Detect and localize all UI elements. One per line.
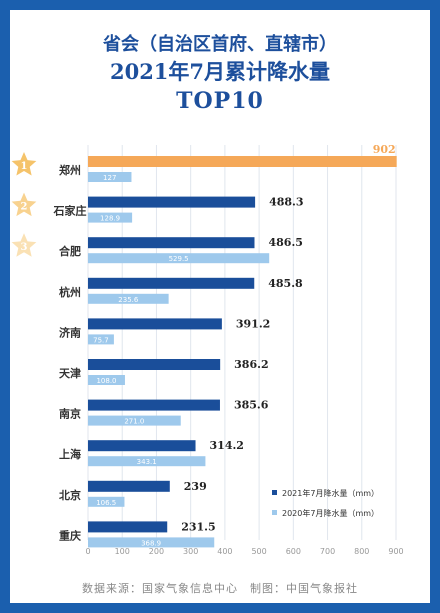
- value-label-2021: 902: [373, 143, 396, 156]
- title-line-2: 2021年7月累计降水量: [109, 59, 331, 84]
- value-label-2020: 368.9: [141, 539, 161, 547]
- bar-2020: [88, 415, 181, 426]
- bar-2021: [88, 521, 168, 533]
- bar-2020: [88, 172, 132, 182]
- category-label: 杭州: [59, 285, 81, 299]
- value-label-2020: 343.1: [137, 458, 157, 466]
- title-line-3: TOP10: [176, 88, 264, 114]
- x-tick-label: 500: [251, 547, 266, 556]
- category-label: 北京: [59, 488, 81, 502]
- category-label: 上海: [59, 447, 81, 461]
- category-label: 郑州: [59, 163, 81, 177]
- x-tick-label: 300: [183, 547, 198, 556]
- bar-2021: [88, 440, 196, 452]
- bar-2020: [88, 212, 133, 223]
- x-tick-label: 100: [115, 547, 130, 556]
- bar-2020: [88, 293, 169, 304]
- rank-number: 2: [21, 202, 28, 213]
- value-label-2020: 271.0: [124, 418, 144, 426]
- rank-number: 3: [21, 242, 28, 253]
- x-tick-label: 800: [354, 547, 369, 556]
- value-label-2020: 75.7: [93, 336, 109, 344]
- precipitation-bar-chart: 0 100 200 300 400 500 600 700 800 900 1 郑州 902 127 2 石家…: [11, 143, 404, 556]
- rank-number: 1: [21, 161, 28, 172]
- value-label-2021: 391.2: [236, 317, 270, 330]
- value-label-2020: 106.5: [96, 499, 116, 507]
- legend-swatch-2021: [272, 490, 277, 495]
- bar-2021: [88, 196, 256, 208]
- category-label: 石家庄: [53, 204, 87, 218]
- bar-2021: [88, 156, 397, 167]
- category-label: 合肥: [59, 244, 81, 258]
- value-label-2021: 231.5: [181, 520, 215, 533]
- category-label: 南京: [59, 407, 81, 421]
- value-label-2021: 314.2: [210, 439, 244, 452]
- legend-swatch-2020: [272, 510, 277, 515]
- x-tick-label: 0: [85, 547, 90, 556]
- poster-card: 省会（自治区首府、直辖市） 2021年7月累计降水量 TOP10 0 100 200…: [10, 10, 430, 603]
- bar-2021: [88, 399, 220, 411]
- legend-label-2021: 2021年7月降水量（mm）: [282, 488, 379, 498]
- x-tick-label: 600: [286, 547, 301, 556]
- bar-2021: [88, 359, 221, 370]
- value-label-2021: 486.5: [268, 236, 302, 249]
- x-tick-label: 900: [388, 547, 403, 556]
- star-icon: [11, 233, 37, 257]
- value-label-2021: 488.3: [269, 196, 303, 209]
- x-tick-label: 700: [320, 547, 335, 556]
- bar-2020: [88, 253, 270, 264]
- bar-2021: [88, 480, 170, 492]
- data-source-note: 数据来源：国家气象信息中心 制图：中国气象报社: [82, 582, 358, 595]
- category-label: 重庆: [59, 528, 81, 542]
- star-icon: [11, 152, 37, 176]
- x-tick-label: 400: [217, 547, 232, 556]
- bar-2020: [88, 496, 125, 507]
- x-tick-label: 200: [149, 547, 164, 556]
- title-line-1: 省会（自治区首府、直辖市）: [103, 34, 337, 55]
- value-label-2020: 127: [103, 174, 116, 182]
- bar-2020: [88, 334, 114, 345]
- bar-2020: [88, 537, 215, 548]
- value-label-2020: 108.0: [96, 377, 116, 385]
- bar-2021: [88, 277, 255, 289]
- value-label-2020: 235.6: [118, 296, 139, 304]
- category-label: 济南: [59, 325, 81, 339]
- bar-2021: [88, 237, 255, 249]
- value-label-2020: 128.9: [100, 215, 120, 223]
- legend-label-2020: 2020年7月降水量（mm）: [282, 508, 379, 518]
- bar-2020: [88, 456, 206, 467]
- value-label-2021: 386.2: [234, 358, 268, 371]
- value-label-2021: 485.8: [268, 277, 303, 290]
- value-label-2021: 385.6: [234, 399, 269, 412]
- bar-2021: [88, 318, 222, 330]
- value-label-2020: 529.5: [169, 255, 189, 263]
- category-label: 天津: [59, 366, 81, 380]
- bar-2020: [88, 375, 125, 385]
- star-icon: [11, 192, 37, 217]
- value-label-2021: 239: [184, 480, 207, 493]
